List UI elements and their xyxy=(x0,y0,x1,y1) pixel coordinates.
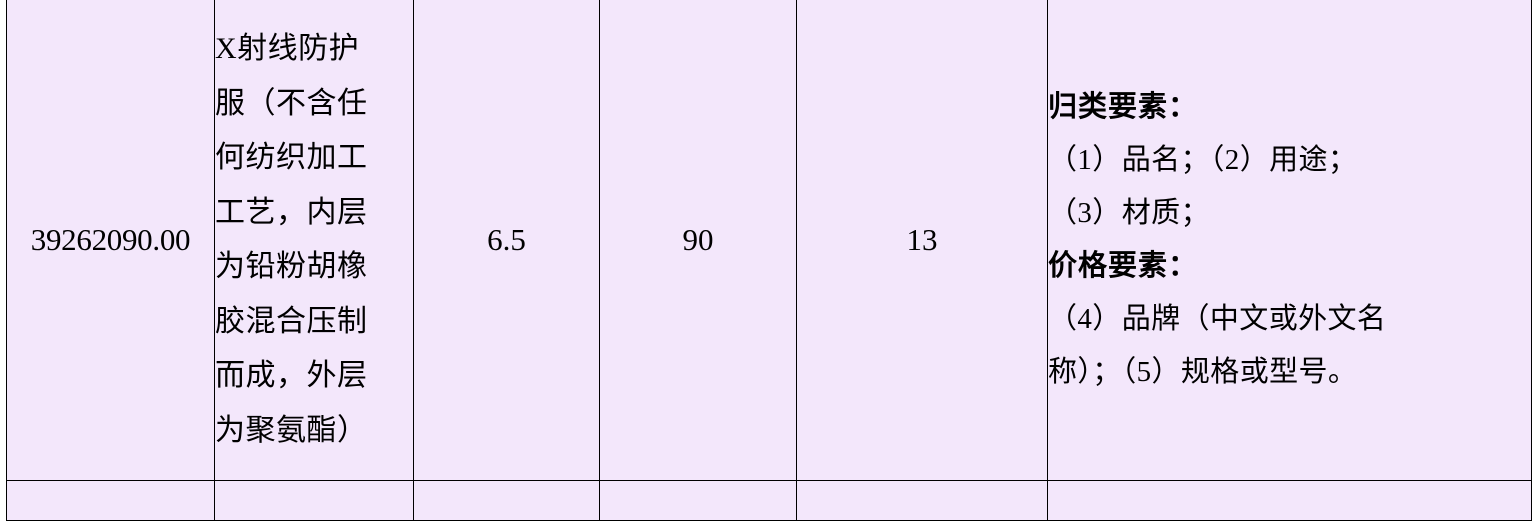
tariff-table: 39262090.00 X射线防护 服（不含任 何纺织加工 工艺，内层 为铅粉胡… xyxy=(6,0,1532,521)
elements-line: （4）品牌（中文或外文名 xyxy=(1048,303,1387,335)
cell-general-rate: 90 xyxy=(599,0,797,481)
description-line: 为聚氨酯） xyxy=(215,413,368,447)
elements-line: 称）；（5）规格或型号。 xyxy=(1048,356,1358,388)
description-line: 工艺，内层 xyxy=(215,195,368,229)
table-row-next-partial xyxy=(6,480,1532,521)
table-row: 39262090.00 X射线防护 服（不含任 何纺织加工 工艺，内层 为铅粉胡… xyxy=(6,0,1532,481)
description-line: 为铅粉胡橡 xyxy=(215,250,368,283)
cell-mfn-rate-next xyxy=(413,480,600,521)
description-line: 服（不含任 xyxy=(215,86,368,120)
cell-vat-rate-next xyxy=(796,480,1048,521)
cell-mfn-rate: 6.5 xyxy=(413,0,600,481)
elements-line: （1）品名；（2）用途； xyxy=(1048,144,1358,176)
description-line: X射线防护 xyxy=(215,32,360,65)
elements-line-classification-heading: 归类要素： xyxy=(1048,91,1199,123)
cell-hs-code: 39262090.00 xyxy=(6,0,215,481)
cell-commodity-description-next xyxy=(214,480,414,521)
tariff-table-wrapper: 39262090.00 X射线防护 服（不含任 何纺织加工 工艺，内层 为铅粉胡… xyxy=(6,0,1532,521)
elements-line: （3）材质； xyxy=(1048,197,1210,229)
description-line: 而成，外层 xyxy=(215,359,368,392)
cell-declaration-elements: 归类要素： （1）品名；（2）用途； （3）材质； 价格要素： （4）品牌（中文… xyxy=(1047,0,1532,481)
description-line: 胶混合压制 xyxy=(215,304,368,338)
description-line: 何纺织加工 xyxy=(215,141,368,174)
cell-general-rate-next xyxy=(599,480,797,521)
cell-hs-code-next xyxy=(6,480,215,521)
cell-commodity-description: X射线防护 服（不含任 何纺织加工 工艺，内层 为铅粉胡橡 胶混合压制 而成，外… xyxy=(214,0,414,481)
cell-declaration-elements-next xyxy=(1047,480,1532,521)
elements-line-price-heading: 价格要素： xyxy=(1048,250,1199,282)
cell-vat-rate: 13 xyxy=(796,0,1048,481)
